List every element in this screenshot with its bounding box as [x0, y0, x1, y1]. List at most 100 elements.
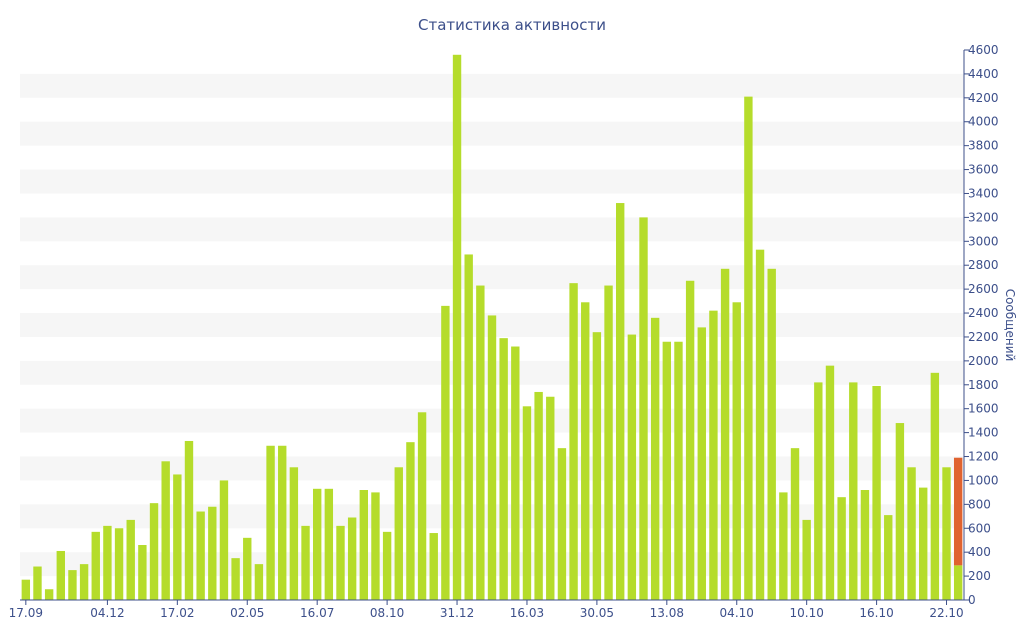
bar	[219, 480, 229, 600]
bar	[511, 346, 520, 600]
y-tick-label: 3200	[968, 210, 999, 224]
bar	[56, 550, 65, 600]
bar	[685, 280, 695, 600]
x-tick-label: 22.10	[929, 606, 963, 620]
y-tick-label: 800	[968, 497, 991, 511]
bar	[254, 564, 264, 600]
x-tick-label: 04.10	[720, 606, 754, 620]
bar	[849, 382, 858, 600]
y-tick-label: 3000	[968, 234, 999, 248]
y-tick-label: 1800	[968, 378, 999, 392]
bar	[697, 327, 706, 600]
bar	[21, 579, 31, 600]
bar	[569, 283, 578, 600]
chart-title: Статистика активности	[418, 16, 606, 34]
bar	[709, 310, 718, 600]
bar	[919, 487, 928, 600]
bar	[79, 564, 89, 600]
x-tick-label: 08.10	[370, 606, 404, 620]
grid-band	[20, 121, 964, 146]
bar	[534, 391, 543, 600]
bar	[231, 558, 240, 600]
bar	[802, 519, 811, 600]
bar-highlight-segment	[953, 457, 963, 566]
x-tick-label: 16.07	[300, 606, 334, 620]
grid-band	[20, 73, 964, 98]
bar	[837, 497, 846, 600]
y-tick-label: 2200	[968, 330, 999, 344]
bar	[487, 315, 497, 600]
bar	[301, 525, 310, 600]
bar	[557, 448, 567, 600]
bar	[627, 334, 637, 600]
bar	[930, 372, 940, 600]
bar	[126, 519, 135, 600]
bar	[196, 511, 205, 600]
bar	[44, 589, 54, 600]
bar	[464, 254, 473, 600]
bar	[184, 440, 194, 600]
y-axis: 0 200 400 600 800 1000 1200 1400 1600 1800 2000 220…	[963, 43, 999, 607]
bar	[382, 531, 392, 600]
bar	[825, 365, 835, 600]
y-tick-label: 2400	[968, 306, 999, 320]
y-tick-label: 0	[968, 593, 976, 607]
x-tick-label: 04.12	[90, 606, 124, 620]
bar	[68, 570, 77, 600]
y-tick-label: 400	[968, 545, 991, 559]
y-tick-label: 4600	[968, 43, 999, 57]
bar	[324, 488, 334, 600]
y-tick-label: 2000	[968, 354, 999, 368]
x-tick-label: 30.05	[580, 606, 614, 620]
bar	[278, 445, 287, 600]
x-tick-label: 31.12	[440, 606, 474, 620]
grid-band	[20, 217, 964, 242]
y-tick-label: 4400	[968, 67, 999, 81]
bar	[243, 537, 252, 600]
x-tick-label: 17.02	[160, 606, 194, 620]
bar	[720, 268, 730, 600]
bar	[907, 467, 916, 600]
bar	[394, 467, 403, 600]
bar	[371, 492, 380, 600]
bar	[662, 341, 672, 600]
bar	[138, 545, 147, 600]
y-tick-label: 600	[968, 521, 991, 535]
bar	[779, 492, 788, 600]
bar	[266, 445, 275, 600]
x-tick-label: 16.03	[510, 606, 544, 620]
bar	[790, 448, 800, 600]
bar	[592, 332, 602, 600]
bar	[429, 533, 438, 600]
y-tick-label: 1000	[968, 473, 999, 487]
x-axis: 17.09 04.12 17.02 02.05 16.07 08.10 31.12 16.03…	[9, 599, 964, 620]
bar	[91, 531, 100, 600]
bar	[114, 528, 124, 600]
bar	[546, 396, 555, 600]
bar	[604, 285, 613, 600]
bar	[650, 317, 660, 600]
bar	[639, 217, 648, 601]
bar	[452, 54, 462, 601]
bar	[953, 565, 963, 600]
bar	[674, 341, 683, 600]
bar	[347, 517, 357, 600]
bar	[289, 467, 299, 600]
bar	[755, 249, 765, 600]
x-tick-label: 17.09	[9, 606, 43, 620]
bar	[336, 525, 345, 600]
y-tick-label: 3600	[968, 163, 999, 177]
bar	[942, 467, 951, 600]
x-tick-label: 16.10	[859, 606, 893, 620]
bar	[732, 302, 741, 600]
y-tick-label: 4000	[968, 115, 999, 129]
y-tick-label: 3800	[968, 139, 999, 153]
bar	[208, 506, 217, 600]
bar	[499, 338, 508, 600]
bar	[767, 268, 776, 600]
bars	[21, 54, 963, 601]
bar	[417, 412, 427, 600]
bar	[581, 302, 590, 600]
bar	[814, 382, 823, 600]
